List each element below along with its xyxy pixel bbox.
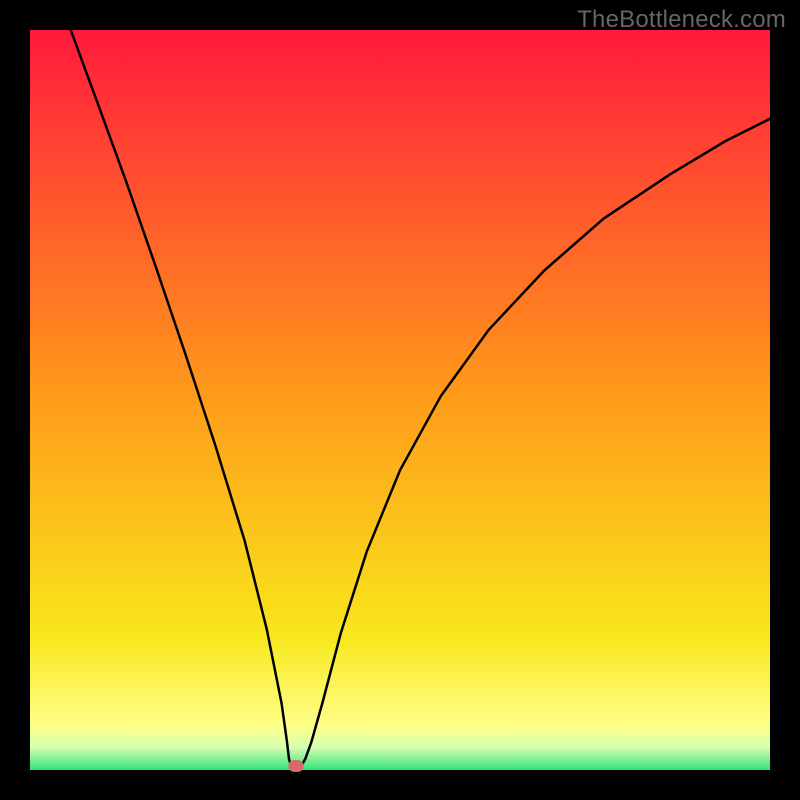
bottleneck-curve: [30, 30, 770, 770]
optimum-marker: [289, 760, 304, 772]
curve-path: [71, 30, 770, 766]
plot-area: [30, 30, 770, 770]
